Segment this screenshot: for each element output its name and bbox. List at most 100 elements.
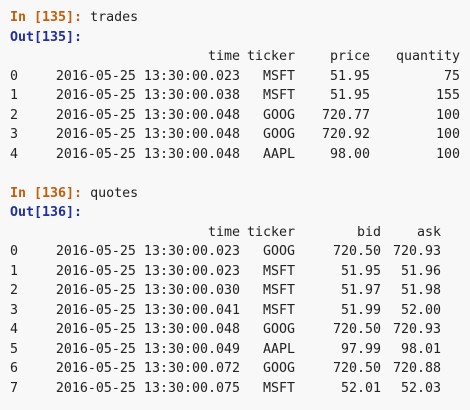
cell-quantity: 155 [435, 88, 460, 103]
cell-ticker: MSFT [262, 283, 295, 298]
index-header [10, 47, 30, 67]
cell-time: 2016-05-25 13:30:00.048 [55, 146, 240, 162]
cell-ticker: GOOG [262, 244, 295, 259]
table-row: 0 2016-05-25 13:30:00.023 MSFT 51.95 75 [10, 67, 460, 87]
cell-ticker: MSFT [262, 302, 295, 318]
cell-ask: 51.96 [400, 263, 441, 279]
column-header: ask [416, 224, 441, 240]
cell-ticker: GOOG [262, 361, 295, 376]
cell-price: 720.92 [321, 127, 370, 142]
cell-bid: 51.99 [340, 302, 381, 318]
cell-ask: 51.98 [400, 283, 441, 298]
cell-price: 98.00 [329, 146, 370, 162]
cell-ask: 98.01 [400, 341, 441, 357]
row-index: 0 [10, 244, 19, 259]
row-index: 5 [10, 341, 19, 357]
column-header: quantity [395, 49, 460, 64]
cell-ticker: MSFT [262, 380, 295, 396]
cell-time: 2016-05-25 13:30:00.023 [55, 68, 240, 84]
table-row: 5 2016-05-25 13:30:00.049 AAPL 97.99 98.… [10, 340, 441, 360]
row-index: 7 [10, 380, 19, 396]
cell-ticker: AAPL [262, 146, 295, 162]
row-index: 0 [10, 68, 19, 84]
cell-time: 2016-05-25 13:30:00.048 [55, 107, 240, 123]
index-header [10, 223, 30, 243]
column-header: bid [356, 224, 381, 240]
cell-price: 720.77 [321, 107, 370, 123]
cell-bid: 51.97 [340, 283, 381, 298]
row-index: 6 [10, 361, 19, 376]
column-header: time [207, 224, 240, 240]
cell-time: 2016-05-25 13:30:00.038 [55, 88, 240, 103]
cell-quantity: 100 [435, 107, 460, 123]
cell-bid: 720.50 [332, 244, 381, 259]
cell-price: 51.95 [329, 88, 370, 103]
cell-quantity: 100 [435, 146, 460, 162]
row-index: 4 [10, 322, 19, 337]
cell-price: 51.95 [329, 68, 370, 84]
cell-ticker: MSFT [262, 88, 295, 103]
cell-ticker: GOOG [262, 322, 295, 337]
cell-quantity: 100 [435, 127, 460, 142]
cell-bid: 720.50 [332, 361, 381, 376]
table-row: 7 2016-05-25 13:30:00.075 MSFT 52.01 52.… [10, 379, 441, 399]
table-row: 1 2016-05-25 13:30:00.023 MSFT 51.95 51.… [10, 262, 441, 282]
cell-time: 2016-05-25 13:30:00.048 [55, 322, 240, 337]
cell-ask: 52.00 [400, 302, 441, 318]
column-header: ticker [246, 224, 295, 240]
cell-ticker: MSFT [262, 68, 295, 84]
cell-ask: 52.03 [400, 380, 441, 396]
table-row: 2 2016-05-25 13:30:00.048 GOOG 720.77 10… [10, 106, 460, 126]
cell-ticker: GOOG [262, 107, 295, 123]
row-index: 1 [10, 88, 19, 103]
row-index: 3 [10, 127, 19, 142]
input-line[interactable]: In [135]: trades [10, 8, 470, 28]
row-index: 1 [10, 263, 19, 279]
cell-ticker: MSFT [262, 263, 295, 279]
row-index: 2 [10, 107, 19, 123]
cell-time: 2016-05-25 13:30:00.023 [55, 244, 240, 259]
column-header: time [207, 49, 240, 64]
row-index: 3 [10, 302, 19, 318]
cell-time: 2016-05-25 13:30:00.049 [55, 341, 240, 357]
row-index: 4 [10, 146, 19, 162]
table-row: 0 2016-05-25 13:30:00.023 GOOG 720.50 72… [10, 242, 441, 262]
cell-ask: 720.93 [392, 244, 441, 259]
table-row: 4 2016-05-25 13:30:00.048 GOOG 720.50 72… [10, 320, 441, 340]
code-input[interactable]: quotes [90, 185, 139, 201]
table-row: 3 2016-05-25 13:30:00.048 GOOG 720.92 10… [10, 125, 460, 145]
cell-bid: 51.95 [340, 263, 381, 279]
cell-time: 2016-05-25 13:30:00.023 [55, 263, 240, 279]
notebook-cell-trades[interactable]: In [135]: trades Out[135]: time ticker p… [10, 8, 470, 164]
cell-bid: 52.01 [340, 380, 381, 396]
cell-ask: 720.88 [392, 361, 441, 376]
cell-ticker: GOOG [262, 127, 295, 142]
cell-ask: 720.93 [392, 322, 441, 337]
table-header-row: time ticker bid ask [10, 223, 441, 243]
in-prompt: In [136]: [10, 185, 83, 201]
cell-time: 2016-05-25 13:30:00.048 [55, 127, 240, 142]
code-input[interactable]: trades [90, 10, 139, 25]
table-row: 3 2016-05-25 13:30:00.041 MSFT 51.99 52.… [10, 301, 441, 321]
row-index: 2 [10, 283, 19, 298]
cell-time: 2016-05-25 13:30:00.072 [55, 361, 240, 376]
table-row: 6 2016-05-25 13:30:00.072 GOOG 720.50 72… [10, 359, 441, 379]
table-row: 1 2016-05-25 13:30:00.038 MSFT 51.95 155 [10, 86, 460, 106]
in-prompt: In [135]: [10, 10, 83, 25]
input-line[interactable]: In [136]: quotes [10, 184, 470, 204]
cell-time: 2016-05-25 13:30:00.075 [55, 380, 240, 396]
cell-bid: 97.99 [340, 341, 381, 357]
out-prompt: Out[135]: [10, 29, 83, 45]
cell-bid: 720.50 [332, 322, 381, 337]
cell-quantity: 75 [443, 68, 460, 84]
table-header-row: time ticker price quantity [10, 47, 460, 67]
cell-time: 2016-05-25 13:30:00.041 [55, 302, 240, 318]
table-row: 2 2016-05-25 13:30:00.030 MSFT 51.97 51.… [10, 281, 441, 301]
table-row: 4 2016-05-25 13:30:00.048 AAPL 98.00 100 [10, 145, 460, 165]
column-header: ticker [246, 49, 295, 64]
out-prompt: Out[136]: [10, 205, 83, 220]
column-header: price [329, 49, 370, 64]
cell-ticker: AAPL [262, 341, 295, 357]
dataframe-output: time ticker price quantity 0 2016-05-25 … [10, 47, 460, 164]
notebook-cell-quotes[interactable]: In [136]: quotes Out[136]: time ticker b… [10, 184, 470, 399]
